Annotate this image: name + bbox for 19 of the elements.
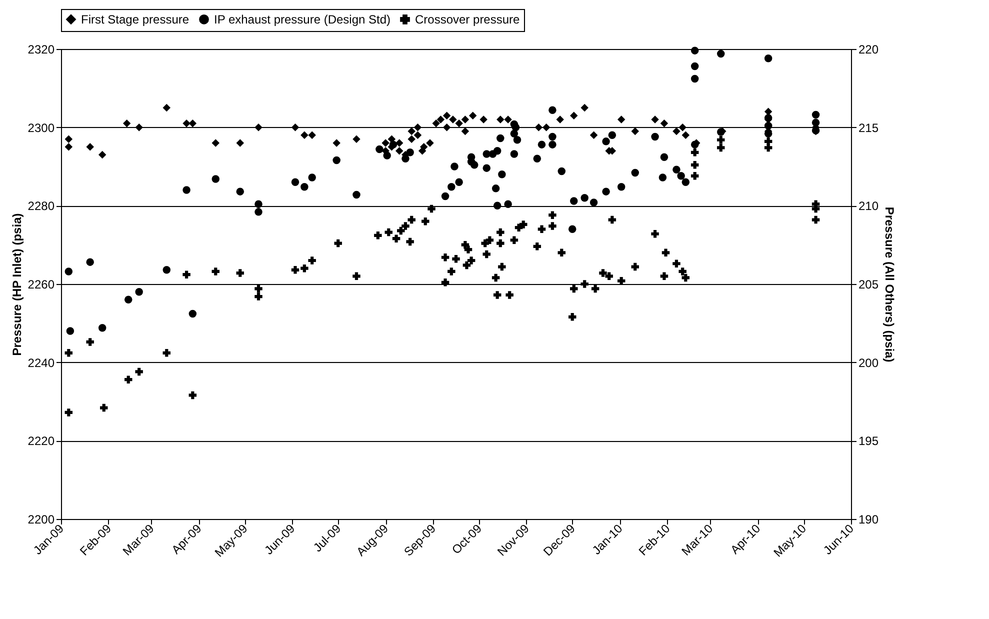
y2-tick-label: 205 [858,278,879,292]
y2-tick-label: 200 [858,356,879,370]
y2-tick-label: 210 [858,199,879,214]
y-axis-title: Pressure (HP Inlet) (psia) [10,213,24,356]
y2-tick-label: 190 [858,512,879,526]
y-tick-label: 2280 [28,199,55,214]
y-tick-label: 2260 [28,278,55,292]
y2-tick-label: 215 [858,120,879,135]
y2-tick-label: 220 [858,42,879,56]
y2-tick-label: 195 [858,434,879,448]
legend-label: IP exhaust pressure (Design Std) [214,12,391,26]
y-tick-label: 2200 [28,512,55,526]
y-tick-label: 2300 [28,120,55,135]
y-tick-label: 2240 [28,356,55,370]
y-tick-label: 2320 [28,42,55,56]
legend-label: First Stage pressure [81,12,190,26]
y2-axis-title: Pressure (All Others) (psia) [882,206,897,362]
y-tick-label: 2220 [28,434,55,448]
legend-label: Crossover pressure [415,12,520,26]
